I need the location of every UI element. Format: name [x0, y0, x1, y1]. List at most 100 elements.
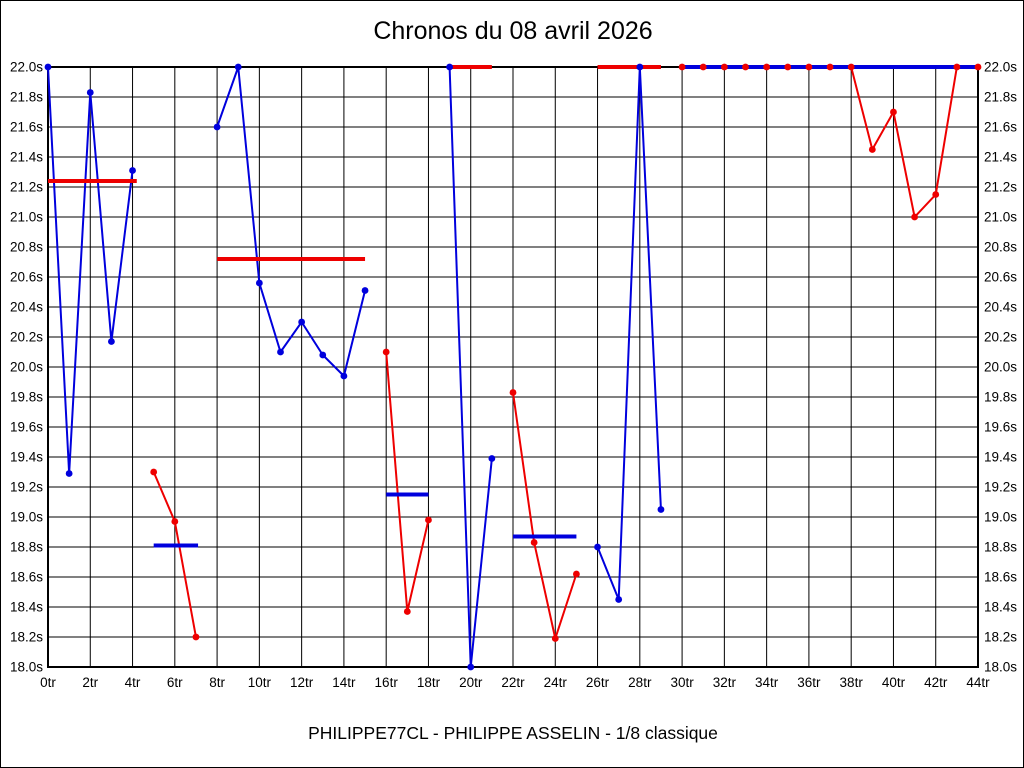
- y-tick-label-left: 20.2s: [10, 330, 43, 345]
- blue-stint-4-line: [596, 66, 662, 600]
- x-tick-label: 32tr: [713, 675, 737, 690]
- y-tick-label-right: 18.2s: [984, 630, 1017, 645]
- y-tick-label-left: 19.4s: [10, 450, 43, 465]
- red-stint-4-point: [720, 63, 728, 71]
- red-stint-4-point: [699, 63, 707, 71]
- x-tick-label: 20tr: [459, 675, 483, 690]
- blue-stint-2-point: [255, 279, 263, 287]
- y-tick-label-right: 20.4s: [984, 300, 1017, 315]
- y-tick-label-left: 20.8s: [10, 240, 43, 255]
- x-tick-label: 0tr: [40, 675, 56, 690]
- x-tick-label: 30tr: [670, 675, 694, 690]
- y-tick-label-left: 18.8s: [10, 540, 43, 555]
- red-stint-4-point: [742, 63, 749, 71]
- y-tick-label-left: 18.4s: [10, 600, 43, 615]
- x-tick-label: 24tr: [544, 675, 568, 690]
- blue-stint-3-point: [467, 663, 475, 671]
- blue-stint-3-point: [488, 455, 496, 462]
- blue-stint-4-point: [636, 63, 644, 71]
- y-tick-label-right: 19.4s: [984, 450, 1017, 465]
- red-stint-2-point: [425, 516, 432, 524]
- red-stint-4-point: [974, 63, 982, 71]
- red-stint-3-line: [512, 392, 578, 643]
- chart-title: Chronos du 08 avril 2026: [373, 17, 653, 45]
- x-tick-label: 4tr: [125, 675, 141, 690]
- red-stint-3-point: [530, 539, 538, 546]
- y-tick-label-left: 20.6s: [10, 270, 43, 285]
- red-stint-4-point: [763, 63, 771, 71]
- y-tick-label-right: 20.0s: [984, 360, 1017, 375]
- y-tick-label-right: 20.6s: [984, 270, 1017, 285]
- chart-subtitle: PHILIPPE77CL - PHILIPPE ASSELIN - 1/8 cl…: [308, 723, 718, 743]
- y-tick-label-left: 21.4s: [10, 150, 43, 165]
- x-tick-label: 26tr: [586, 675, 610, 690]
- red-stint-2-point: [382, 348, 390, 356]
- y-tick-label-right: 19.2s: [984, 480, 1017, 495]
- y-tick-label-right: 21.4s: [984, 150, 1017, 165]
- plot-border: [47, 66, 979, 668]
- blue-stint-2-point: [319, 351, 327, 359]
- x-tick-label: 42tr: [924, 675, 948, 690]
- grid-lines: [47, 66, 979, 668]
- x-tick-label: 10tr: [248, 675, 272, 690]
- y-axis-labels-left: 18.0s 18.2s 18.4s 18.6s 18.8s 19.0s 19.2s 19.4s…: [10, 60, 43, 675]
- red-stint-3-point: [551, 635, 559, 642]
- red-stint-1-point: [150, 468, 158, 476]
- y-tick-label-right: 22.0s: [984, 60, 1017, 75]
- y-tick-label-right: 18.0s: [984, 660, 1017, 675]
- y-tick-label-left: 22.0s: [10, 60, 43, 75]
- red-stint-4-point: [784, 63, 792, 71]
- x-tick-label: 14tr: [332, 675, 356, 690]
- y-tick-label-right: 18.4s: [984, 600, 1017, 615]
- x-tick-label: 18tr: [417, 675, 441, 690]
- blue-stint-1-point: [86, 89, 94, 96]
- x-tick-label: 8tr: [209, 675, 225, 690]
- y-tick-label-left: 18.2s: [10, 630, 43, 645]
- x-tick-label: 28tr: [628, 675, 652, 690]
- red-stint-4-point: [805, 63, 813, 71]
- blue-stint-1-point: [129, 167, 136, 174]
- x-axis-labels: 0tr 2tr 4tr 6tr 8tr 10tr 12tr 14tr 16tr 18tr 20tr 2…: [40, 675, 990, 690]
- x-tick-label: 44tr: [966, 675, 990, 690]
- y-tick-label-left: 19.8s: [10, 390, 43, 405]
- y-tick-label-left: 20.4s: [10, 300, 43, 315]
- x-tick-label: 34tr: [755, 675, 779, 690]
- red-stint-4-point: [953, 63, 961, 71]
- y-tick-label-right: 21.8s: [984, 90, 1017, 105]
- blue-stint-2-point: [361, 287, 369, 294]
- y-tick-label-right: 21.6s: [984, 120, 1017, 135]
- x-tick-label: 36tr: [797, 675, 821, 690]
- red-stint-4-point: [932, 191, 940, 198]
- x-tick-label: 2tr: [82, 675, 98, 690]
- x-tick-label: 6tr: [167, 675, 183, 690]
- y-tick-label-left: 21.6s: [10, 120, 43, 135]
- y-axis-labels-right: 18.0s 18.2s 18.4s 18.6s 18.8s 19.0s 19.2s 19.4s…: [984, 60, 1017, 675]
- y-tick-label-right: 21.2s: [984, 180, 1017, 195]
- y-tick-label-right: 19.0s: [984, 510, 1017, 525]
- blue-stint-2-point: [340, 372, 348, 380]
- blue-stint-2-point: [298, 318, 306, 326]
- blue-stint-2-line: [216, 66, 367, 378]
- y-tick-label-right: 20.2s: [984, 330, 1017, 345]
- blue-stint-1-point: [44, 63, 52, 71]
- red-stint-4-point: [890, 108, 897, 116]
- y-tick-label-right: 19.8s: [984, 390, 1017, 405]
- blue-stint-4-point: [657, 506, 665, 513]
- blue-stint-4-point: [615, 596, 623, 603]
- y-tick-label-left: 18.0s: [10, 660, 43, 675]
- blue-stint-3-point: [446, 63, 453, 71]
- red-stint-1-point: [171, 518, 179, 525]
- y-tick-label-right: 21.0s: [984, 210, 1017, 225]
- blue-stint-4-point: [594, 543, 601, 551]
- y-tick-label-left: 21.2s: [10, 180, 43, 195]
- x-tick-label: 12tr: [290, 675, 314, 690]
- blue-stint-1-point: [65, 470, 73, 477]
- red-stint-2-point: [403, 608, 411, 615]
- x-tick-label: 16tr: [375, 675, 399, 690]
- red-stint-2-line: [385, 351, 430, 612]
- red-stint-4-point: [678, 63, 686, 71]
- blue-stint-1-point: [108, 338, 115, 345]
- y-tick-label-left: 18.6s: [10, 570, 43, 585]
